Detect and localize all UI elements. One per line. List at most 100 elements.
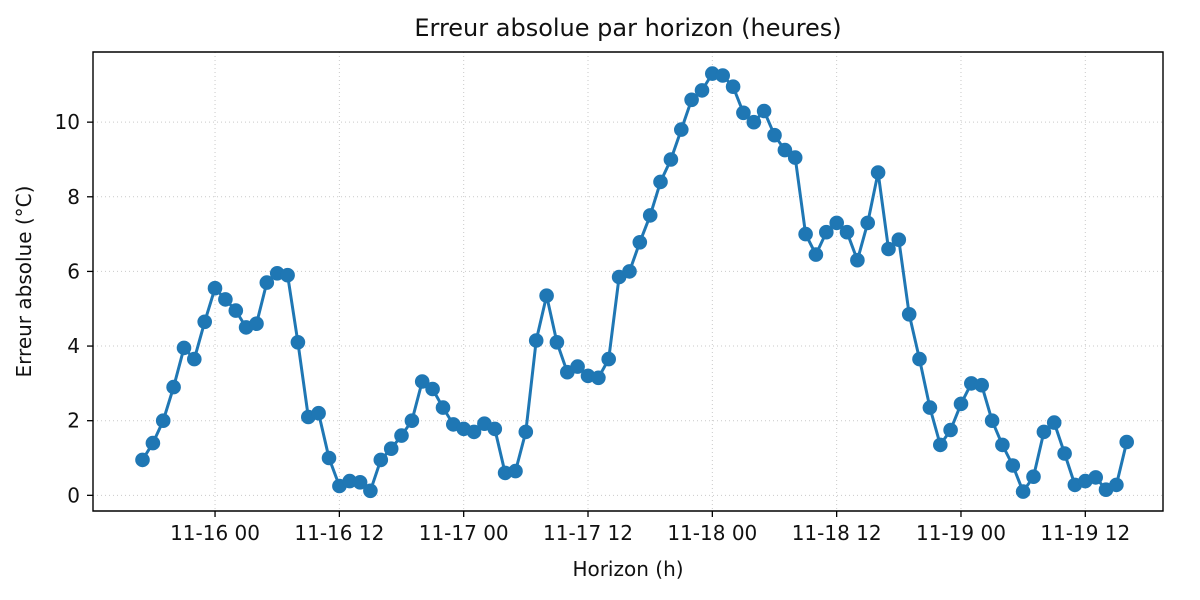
data-point-marker bbox=[363, 483, 378, 499]
data-point-marker bbox=[829, 215, 844, 231]
data-point-marker bbox=[850, 252, 865, 268]
data-point-marker bbox=[984, 413, 1000, 429]
data-point-marker bbox=[311, 405, 326, 421]
data-point-marker bbox=[570, 359, 585, 374]
data-point-marker bbox=[435, 400, 451, 415]
x-tick-label: 11-18 00 bbox=[667, 521, 757, 545]
data-point-marker bbox=[155, 413, 171, 429]
data-point-marker bbox=[414, 374, 430, 389]
x-tick-label: 11-18 12 bbox=[792, 521, 882, 545]
data-point-marker bbox=[1005, 458, 1021, 473]
data-point-marker bbox=[974, 377, 989, 393]
data-point-marker bbox=[715, 68, 730, 83]
data-point-marker bbox=[933, 437, 948, 453]
data-point-marker bbox=[901, 307, 917, 322]
data-point-marker bbox=[860, 215, 875, 231]
data-point-marker bbox=[891, 232, 907, 247]
data-point-marker bbox=[1057, 446, 1072, 461]
y-tick-label: 10 bbox=[55, 110, 80, 134]
data-point-marker bbox=[839, 224, 855, 240]
gridlines bbox=[93, 52, 1163, 511]
data-point-marker bbox=[819, 224, 834, 240]
data-point-marker bbox=[425, 381, 440, 397]
data-point-marker bbox=[187, 351, 202, 367]
x-tick-label: 11-17 00 bbox=[419, 521, 509, 545]
x-axis-ticks: 11-16 00 11-16 12 11-17 00 11-17 12 11-18 00… bbox=[170, 511, 1130, 545]
data-point-marker bbox=[394, 428, 409, 443]
data-point-marker bbox=[642, 208, 658, 223]
plot-border bbox=[92, 51, 1164, 512]
data-point-marker bbox=[145, 435, 161, 451]
data-point-marker bbox=[280, 267, 295, 283]
y-tick-label: 6 bbox=[67, 259, 80, 283]
data-point-marker bbox=[684, 92, 699, 108]
data-point-marker bbox=[549, 335, 565, 350]
data-point-marker bbox=[228, 303, 244, 318]
data-point-marker bbox=[663, 152, 679, 167]
data-point-marker bbox=[197, 314, 212, 330]
data-point-marker bbox=[1026, 469, 1041, 485]
data-series bbox=[135, 66, 1134, 499]
data-point-marker bbox=[373, 452, 389, 468]
data-point-marker bbox=[736, 105, 751, 121]
data-point-marker bbox=[352, 475, 368, 490]
data-point-marker bbox=[1036, 424, 1052, 440]
data-point-marker bbox=[622, 264, 637, 279]
x-tick-label: 11-16 00 bbox=[170, 521, 260, 545]
data-point-marker bbox=[1046, 415, 1062, 430]
data-point-marker bbox=[466, 424, 482, 440]
data-point-marker bbox=[995, 437, 1010, 453]
data-point-marker bbox=[383, 441, 399, 457]
data-point-marker bbox=[632, 235, 648, 250]
data-point-marker bbox=[1015, 484, 1031, 499]
data-point-marker bbox=[528, 333, 544, 348]
x-tick-label: 11-16 12 bbox=[294, 521, 384, 545]
data-point-marker bbox=[259, 275, 275, 290]
x-tick-label: 11-19 12 bbox=[1040, 521, 1130, 545]
data-point-marker bbox=[922, 400, 938, 415]
data-point-marker bbox=[508, 463, 523, 479]
data-point-marker bbox=[290, 335, 306, 350]
x-tick-label: 11-17 12 bbox=[543, 521, 633, 545]
x-axis-label: Horizon (h) bbox=[572, 557, 683, 581]
data-point-marker bbox=[912, 351, 927, 367]
data-point-marker bbox=[518, 424, 534, 440]
data-point-marker bbox=[404, 413, 420, 429]
data-point-marker bbox=[725, 79, 741, 94]
data-point-marker bbox=[746, 114, 762, 130]
data-point-marker bbox=[1088, 470, 1103, 485]
data-point-marker bbox=[777, 142, 793, 158]
data-point-marker bbox=[135, 452, 150, 468]
data-point-marker bbox=[798, 226, 813, 242]
data-point-marker bbox=[591, 370, 606, 386]
data-point-marker bbox=[756, 103, 772, 119]
data-point-marker bbox=[539, 288, 554, 304]
data-point-marker bbox=[166, 379, 181, 395]
data-point-marker bbox=[249, 316, 264, 332]
data-point-marker bbox=[943, 422, 958, 438]
data-point-marker bbox=[487, 421, 503, 437]
data-point-marker bbox=[808, 247, 824, 262]
chart-title: Erreur absolue par horizon (heures) bbox=[414, 14, 841, 42]
data-point-marker bbox=[1119, 434, 1134, 450]
x-tick-label: 11-19 00 bbox=[916, 521, 1006, 545]
data-point-marker bbox=[674, 122, 689, 137]
data-point-marker bbox=[176, 340, 192, 356]
data-point-marker bbox=[653, 174, 668, 190]
y-axis-ticks: 0 2 4 6 8 10 bbox=[55, 110, 93, 507]
data-point-marker bbox=[1109, 477, 1124, 493]
data-point-marker bbox=[321, 450, 337, 466]
series-line bbox=[141, 72, 1129, 494]
y-axis-label: Erreur absolue (°C) bbox=[12, 186, 36, 378]
data-point-marker bbox=[787, 150, 803, 165]
data-point-marker bbox=[767, 127, 782, 143]
data-point-marker bbox=[694, 83, 710, 98]
data-point-marker bbox=[953, 396, 969, 412]
y-tick-label: 8 bbox=[67, 185, 80, 209]
data-point-marker bbox=[218, 292, 233, 307]
y-tick-label: 2 bbox=[67, 409, 80, 433]
y-tick-label: 4 bbox=[67, 334, 80, 358]
data-point-marker bbox=[870, 165, 886, 180]
